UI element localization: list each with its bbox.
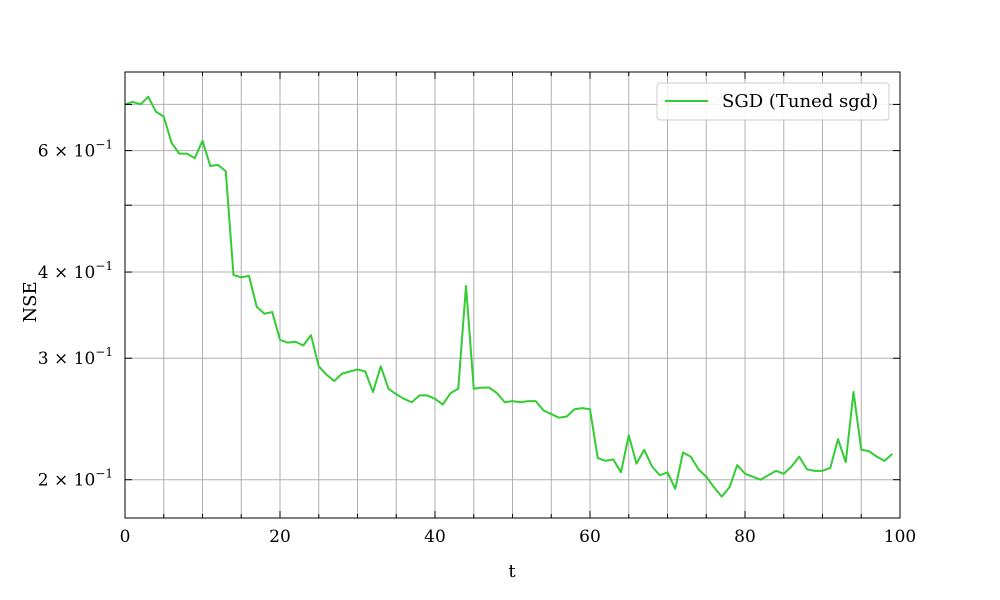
series-line-0 bbox=[124, 95, 893, 498]
x-tick-label: 0 bbox=[120, 527, 131, 547]
x-axis-label: t bbox=[508, 561, 516, 582]
y-axis-label: NSE bbox=[20, 281, 41, 322]
tick-marks bbox=[124, 72, 901, 518]
x-tick-label: 100 bbox=[884, 527, 916, 547]
x-tick-label: 20 bbox=[269, 527, 291, 547]
y-tick-label: 2 × 10−1 bbox=[38, 467, 113, 491]
legend-box bbox=[656, 82, 890, 121]
series-layer bbox=[124, 95, 893, 498]
y-tick-label: 3 × 10−1 bbox=[38, 345, 113, 369]
x-tick-label: 60 bbox=[579, 527, 601, 547]
y-tick-label: 6 × 10−1 bbox=[38, 138, 113, 162]
x-tick-label: 80 bbox=[734, 527, 756, 547]
tick-labels: 0 20 40 60 80 100 6 × 10−1 4 × 10−1 3 × 10−1 2 × … bbox=[38, 138, 916, 547]
x-tick-label: 40 bbox=[424, 527, 446, 547]
legend: SGD (Tuned sgd) bbox=[656, 82, 890, 121]
legend-entry-sgd: SGD (Tuned sgd) bbox=[722, 91, 878, 112]
y-tick-label: 4 × 10−1 bbox=[38, 259, 113, 283]
grid-lines bbox=[125, 72, 900, 518]
